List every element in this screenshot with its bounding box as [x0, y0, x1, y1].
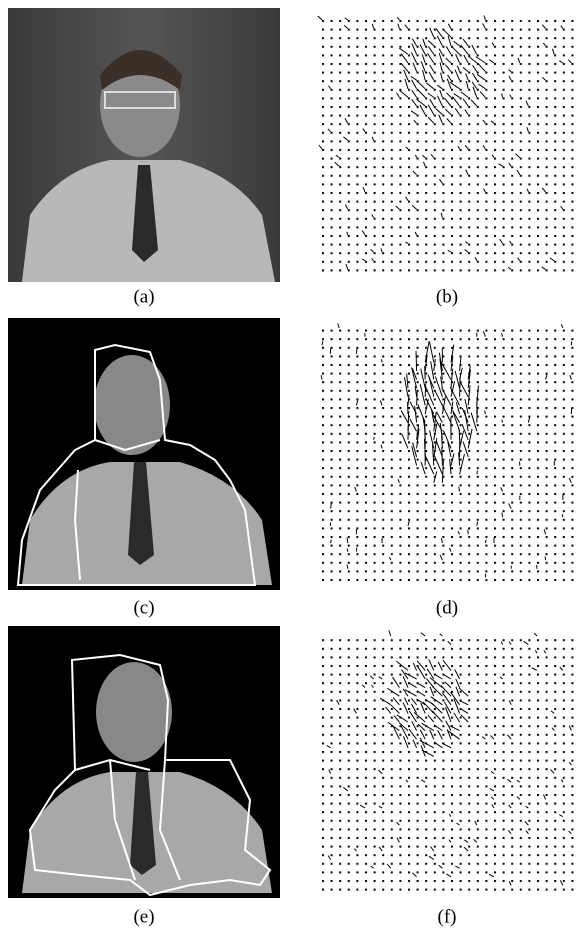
photo-e	[8, 626, 280, 898]
flow-vector	[460, 377, 461, 397]
flow-vector	[477, 407, 478, 423]
caption: (b)	[436, 286, 458, 307]
photo-a	[8, 8, 280, 282]
caption: (a)	[133, 286, 154, 307]
caption: (e)	[133, 906, 154, 927]
flow-vector	[425, 366, 426, 380]
flow-vector	[347, 549, 348, 552]
caption: (d)	[436, 597, 458, 618]
flow-field-d	[320, 326, 576, 584]
caption: (f)	[438, 906, 457, 927]
flow-vector	[331, 540, 332, 543]
flow-vector	[382, 359, 383, 362]
flow-vector	[485, 540, 486, 543]
flow-vector	[477, 471, 478, 475]
flow-vector	[502, 513, 503, 518]
flow-field-f	[320, 634, 576, 892]
flow-vector	[356, 348, 357, 354]
flow-field-b	[320, 18, 576, 276]
figure: (a) (b) (c) (d) (e) (f)	[0, 0, 578, 933]
flow-vector	[318, 16, 322, 20]
flow-vector	[442, 447, 443, 466]
caption: (c)	[133, 597, 154, 618]
flow-vector	[416, 351, 417, 371]
flow-vector	[562, 514, 563, 517]
flow-vector	[417, 392, 418, 406]
photo-c	[8, 318, 280, 590]
